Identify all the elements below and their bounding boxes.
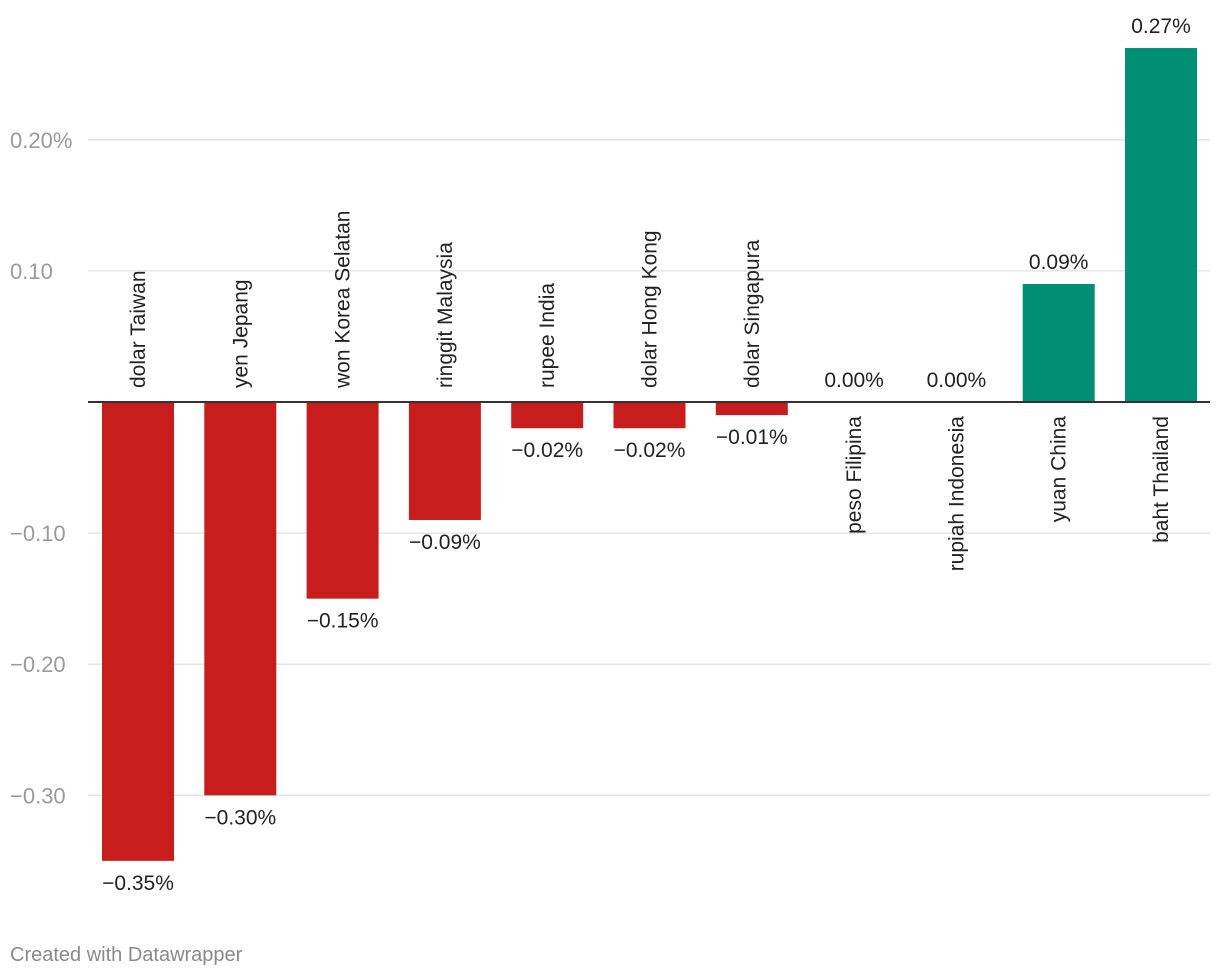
value-label: −0.02%	[614, 439, 686, 462]
bar	[1125, 48, 1197, 402]
value-label: −0.01%	[716, 426, 788, 449]
bar	[102, 402, 174, 861]
category-label: won Korea Selatan	[332, 211, 355, 389]
y-tick-label: 0.10	[10, 259, 53, 284]
category-label: baht Thailand	[1150, 416, 1173, 543]
bar	[715, 402, 788, 416]
y-tick-label: −0.20	[10, 652, 66, 677]
bar-chart: 0.20% 0.10 −0.10 −0.20 −0.30 −0.35% dolar Taiw…	[10, 15, 1210, 895]
bar	[1022, 284, 1095, 402]
y-tick-label: −0.10	[10, 521, 66, 546]
category-label: dolar Taiwan	[127, 270, 150, 388]
category-label: dolar Hong Kong	[639, 230, 662, 388]
category-label: rupee India	[536, 283, 559, 388]
bar	[613, 402, 686, 429]
bar	[408, 402, 481, 520]
category-label: rupiah Indonesia	[945, 416, 968, 572]
category-label: peso Filipina	[843, 416, 866, 534]
category-label: ringgit Malaysia	[434, 242, 457, 388]
labels: 0.20% 0.10 −0.10 −0.20 −0.30 −0.35% dolar Taiw…	[10, 15, 1191, 895]
value-label: 0.09%	[1029, 251, 1089, 274]
value-label: −0.15%	[307, 610, 379, 633]
value-label: −0.09%	[409, 531, 481, 554]
value-label: −0.35%	[102, 872, 174, 895]
bar	[204, 402, 277, 796]
y-tick-label: −0.30	[10, 783, 66, 808]
category-label: yen Jepang	[229, 279, 252, 388]
bars	[102, 48, 1197, 861]
bar	[306, 402, 379, 599]
value-label: −0.30%	[204, 806, 276, 829]
value-label: 0.00%	[927, 369, 987, 392]
bar	[511, 402, 584, 429]
datawrapper-credit: Created with Datawrapper	[10, 944, 243, 966]
value-label: −0.02%	[511, 439, 583, 462]
category-label: dolar Singapura	[741, 239, 764, 388]
category-label: yuan China	[1048, 416, 1071, 523]
value-label: 0.00%	[824, 369, 884, 392]
value-label: 0.27%	[1131, 15, 1191, 38]
y-tick-label: 0.20%	[10, 128, 72, 153]
